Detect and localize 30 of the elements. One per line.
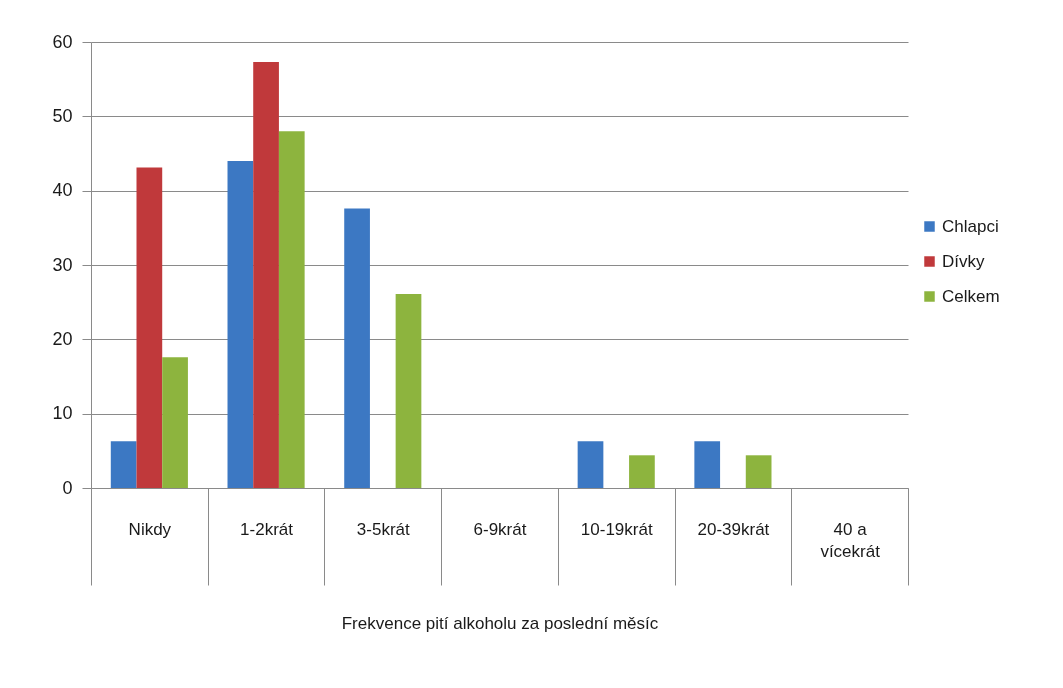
legend-label: Chlapci [942,216,999,236]
y-tick-label: 50 [52,105,73,126]
bar [344,208,370,488]
y-tick-label: 0 [62,477,73,498]
bar [253,62,279,488]
bar [694,441,721,488]
y-tick-label: 10 [52,403,73,424]
bar [395,293,422,488]
bar [745,455,772,488]
y-tick-label: 40 [52,180,73,201]
y-tick-label: 60 [52,31,73,52]
bar [136,167,163,488]
x-tick-label: 1-2krát [240,519,294,539]
legend-label: Celkem [942,286,1000,306]
bar [227,160,254,488]
bar [629,455,655,488]
bar [278,131,305,488]
bar [577,441,604,488]
x-tick-label: 20-39krát [697,519,770,539]
x-tick-label: 6-9krát [473,519,527,539]
x-tick-label: Nikdy [128,519,172,539]
x-axis-title: Frekvence pití alkoholu za poslední měsíc [341,614,659,633]
bar [110,441,137,488]
y-tick-label: 30 [52,254,73,275]
x-tick-label: 3-5krát [356,519,411,539]
legend-label: Dívky [942,251,985,271]
y-tick-label: 20 [52,328,73,349]
x-tick-label: 40 a vícekrát [820,519,881,561]
x-tick-label: 10-19krát [580,519,653,539]
bar [162,357,188,488]
